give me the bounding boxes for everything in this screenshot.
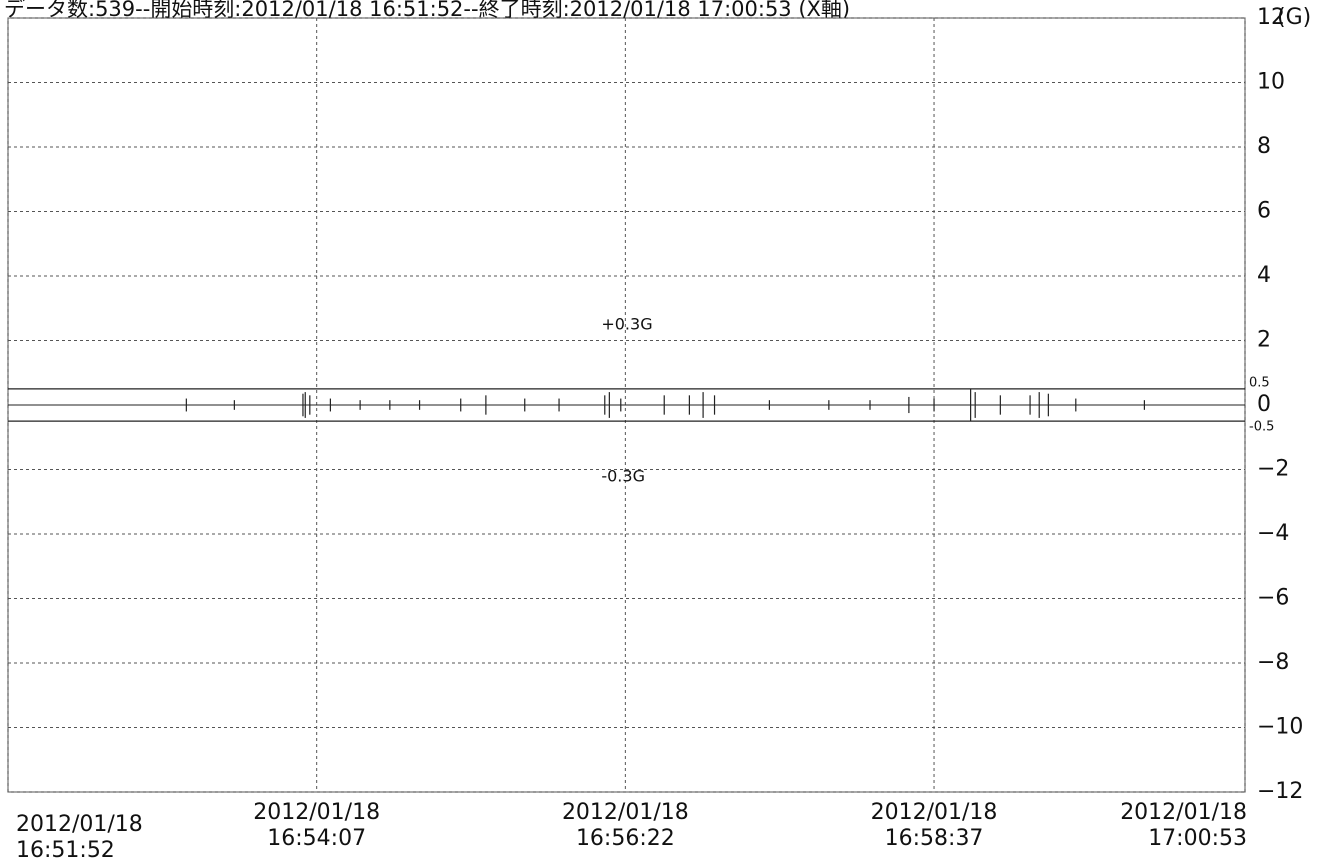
- y-tick-label: −8: [1257, 650, 1289, 675]
- annotation: +0.3G: [601, 315, 652, 334]
- y-unit: (G): [1277, 5, 1311, 30]
- y-tick-label: −10: [1257, 715, 1303, 740]
- y-tick-label: 12: [1257, 5, 1285, 30]
- threshold-label: -0.5: [1249, 420, 1274, 435]
- y-tick-label: −4: [1257, 521, 1289, 546]
- chart-title: データ数:539--開始時刻:2012/01/18 16:51:52--終了時刻…: [4, 0, 850, 21]
- y-tick-label: 2: [1257, 328, 1271, 353]
- y-tick-label: 10: [1257, 70, 1285, 95]
- y-tick-label: 6: [1257, 199, 1271, 224]
- annotation: -0.3G: [601, 467, 645, 486]
- x-tick-label: 2012/01/18 16:54:07: [253, 800, 381, 851]
- y-tick-label: 4: [1257, 263, 1271, 288]
- x-tick-label: 2012/01/18 16:56:22: [561, 800, 689, 851]
- y-tick-label: −6: [1257, 586, 1289, 611]
- y-tick-label: −2: [1257, 457, 1289, 482]
- threshold-label: 0.5: [1249, 375, 1270, 390]
- x-tick-label: 2012/01/18 16:58:37: [870, 800, 998, 851]
- x-tick-label: 2012/01/18 17:00:53: [1120, 800, 1247, 851]
- y-tick-label: 8: [1257, 134, 1271, 159]
- y-tick-label: 0: [1257, 392, 1271, 417]
- y-tick-label: −12: [1257, 779, 1303, 804]
- x-tick-label: 2012/01/18 16:51:52: [16, 812, 143, 863]
